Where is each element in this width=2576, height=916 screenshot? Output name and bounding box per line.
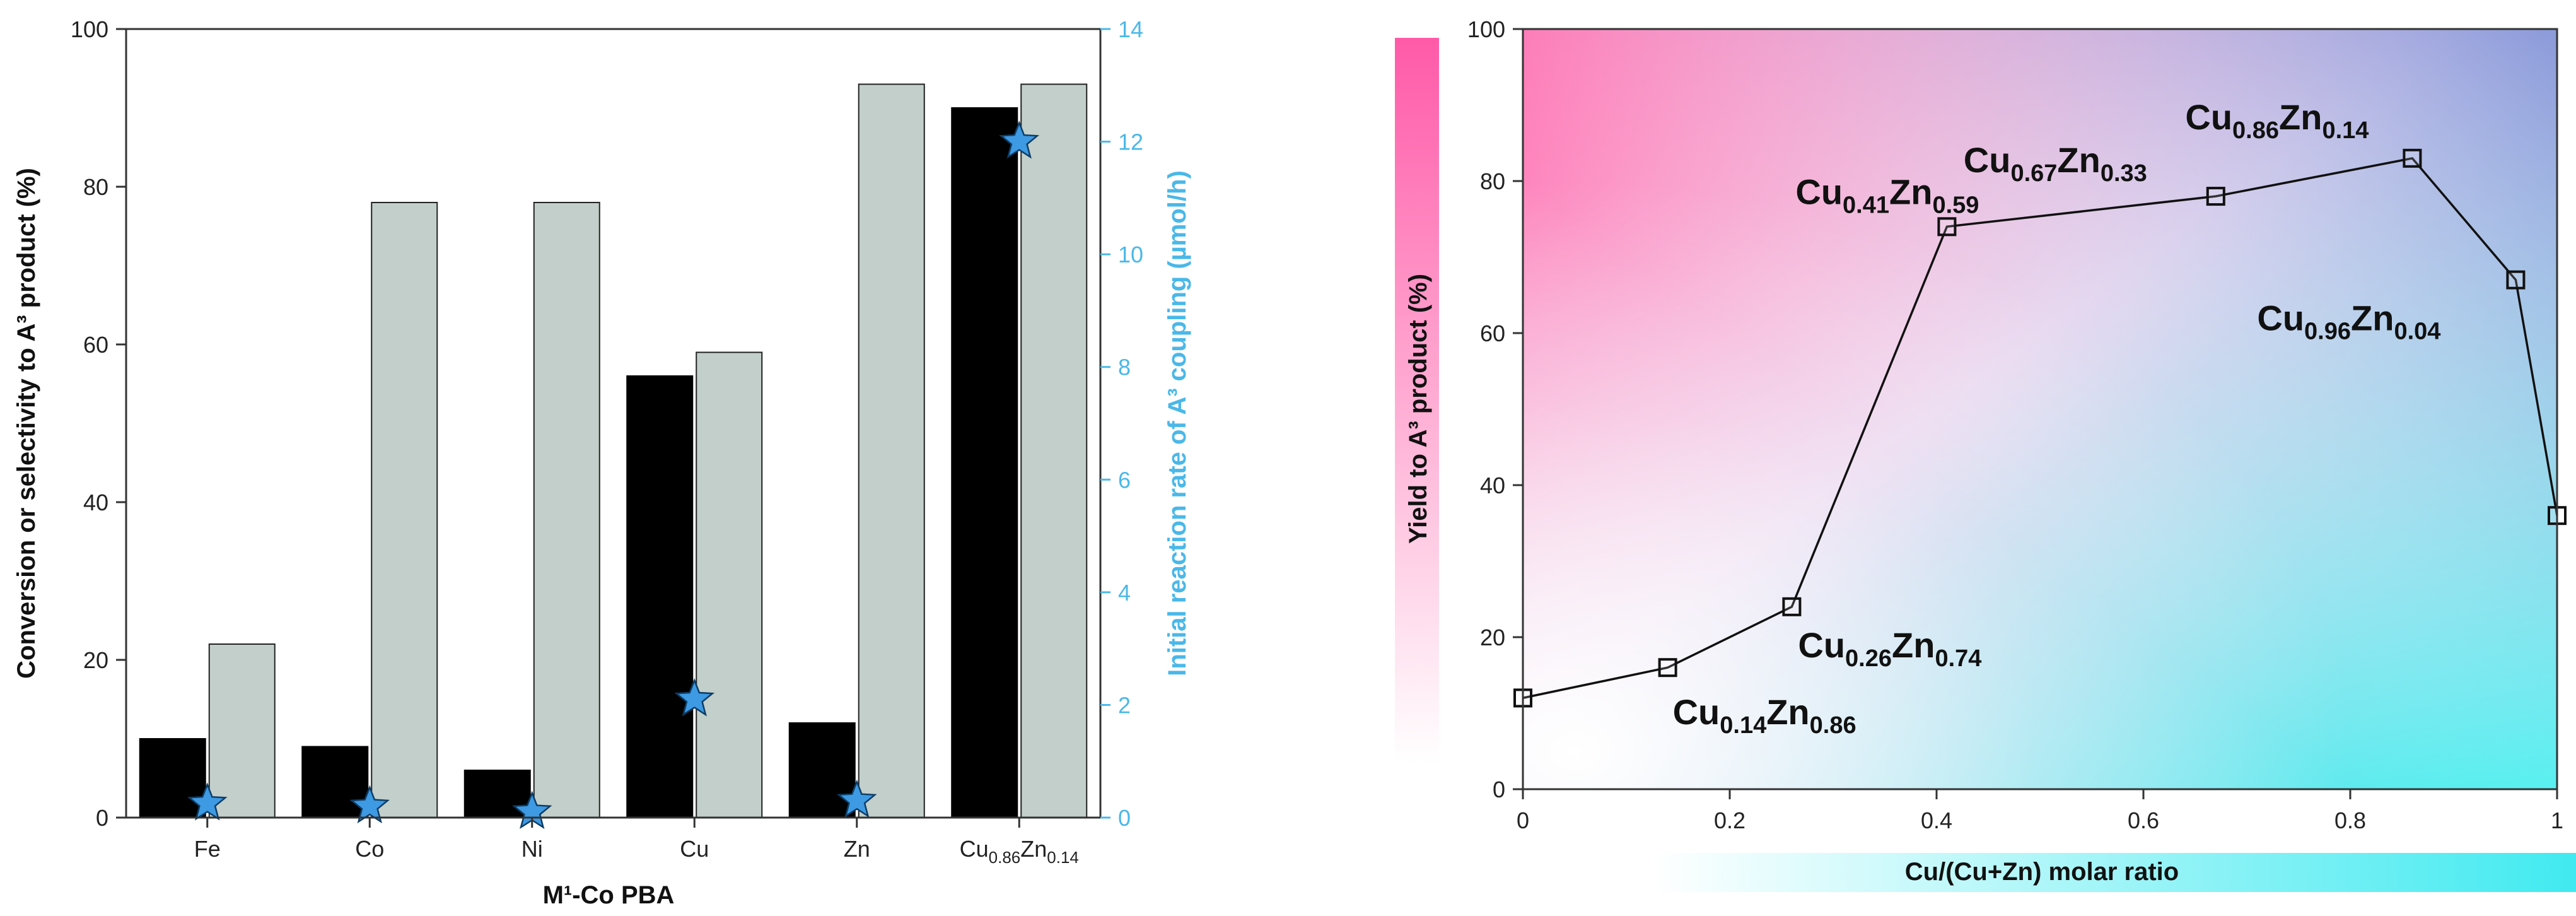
left-y2-tick-label: 14 (1118, 16, 1143, 42)
left-x-tick-label: Ni (522, 836, 543, 862)
left-y2-axis-title: Initial reaction rate of A³ coupling (µm… (1163, 170, 1191, 676)
left-y-tick-label: 20 (83, 647, 108, 673)
point-annotation-label: Cu0.26Zn0.74 (1798, 625, 1981, 672)
yield-point-marker (2206, 187, 2225, 206)
right-plot-background-white (1523, 29, 2557, 789)
right-x-tick-label: 1 (2551, 807, 2563, 833)
right-color-strip-horizontal (1652, 853, 2576, 892)
left-y2-tick-label: 2 (1118, 692, 1131, 718)
yield-point-marker (1937, 217, 1957, 237)
yield-point-marker (2506, 270, 2526, 290)
point-annotation-label: Cu0.67Zn0.33 (1964, 140, 2147, 187)
left-x-axis-title: M¹-Co PBA (543, 881, 675, 909)
bar-selectivity (1020, 83, 1088, 818)
yield-point-marker (1658, 658, 1677, 678)
left-y-tick-label: 60 (83, 332, 108, 358)
bar-selectivity (696, 351, 763, 818)
left-y2-tick-label: 4 (1118, 580, 1131, 606)
right-x-axis-title: Cu/(Cu+Zn) molar ratio (1905, 858, 2179, 886)
right-y-tick-label: 100 (1467, 16, 1505, 42)
point-annotation-label: Cu0.86Zn0.14 (2185, 97, 2369, 144)
bar-conversion (301, 746, 369, 818)
right-plot-frame (1522, 28, 2558, 790)
bar-selectivity (371, 202, 438, 818)
right-color-strip-vertical (1395, 38, 1439, 763)
left-y-tick-label: 0 (96, 805, 108, 831)
bar-selectivity (208, 643, 276, 818)
left-y2-tick-label: 12 (1118, 129, 1143, 155)
bar-conversion (951, 107, 1018, 818)
bar-selectivity (533, 202, 600, 818)
left-y2-tick-label: 10 (1118, 242, 1143, 267)
star-marker-reaction-rate (836, 779, 877, 818)
bar-conversion (139, 738, 206, 818)
right-x-tick-label: 0.2 (1714, 807, 1746, 833)
left-x-tick-label: Cu0.86Zn0.14 (960, 836, 1079, 867)
right-y-tick-label: 0 (1493, 777, 1505, 802)
right-y-tick-label: 40 (1480, 473, 1505, 498)
right-axis-ticks: 0 20 40 60 80 100 0 0.2 0.4 0.6 0.8 1 (1467, 16, 2563, 833)
bar-conversion (788, 722, 856, 818)
star-marker-reaction-rate (349, 785, 390, 824)
right-y-tick-label: 20 (1480, 625, 1505, 650)
right-x-tick-label: 0.6 (2128, 807, 2159, 833)
yield-series-line (1522, 156, 2558, 700)
left-y2-tick-label: 6 (1118, 467, 1131, 493)
left-y-axis-title: Conversion or selectivity to A³ product … (13, 168, 40, 679)
right-x-tick-label: 0.4 (1921, 807, 1952, 833)
left-plot-frame (125, 28, 1102, 819)
right-y-tick-label: 80 (1480, 168, 1505, 194)
point-annotation-label: Cu0.41Zn0.59 (1795, 172, 1979, 218)
left-axis-ticks: 0 20 40 60 80 100 0 2 4 6 8 10 12 14 Fe Co Ni Cu Zn Cu0.86Z… (71, 16, 1143, 867)
right-line-marks: Cu0.14Zn0.86Cu0.26Zn0.74Cu0.41Zn0.59Cu0.… (1513, 97, 2567, 739)
left-x-tick-label: Co (355, 836, 384, 862)
point-annotation-label: Cu0.96Zn0.04 (2257, 298, 2440, 345)
left-x-tick-label: Cu (680, 836, 709, 862)
left-bar-marks (139, 83, 1088, 830)
right-y-axis-title: Yield to A³ product (%) (1404, 274, 1432, 544)
left-x-tick-label: Zn (844, 836, 870, 862)
yield-point-marker (1782, 597, 1802, 616)
right-x-tick-label: 0 (1517, 807, 1529, 833)
left-y-tick-label: 40 (83, 490, 108, 515)
right-line-chart: Cu0.14Zn0.86Cu0.26Zn0.74Cu0.41Zn0.59Cu0.… (1395, 16, 2576, 892)
right-y-tick-label: 60 (1480, 320, 1505, 346)
left-y2-tick-label: 8 (1118, 355, 1131, 380)
left-bar-chart: 0 20 40 60 80 100 0 2 4 6 8 10 12 14 Fe Co Ni Cu Zn Cu0.86Z… (13, 16, 1191, 909)
bar-selectivity (858, 83, 925, 818)
left-y-tick-label: 100 (71, 16, 108, 42)
left-y-tick-label: 80 (83, 174, 108, 200)
star-marker-reaction-rate (187, 782, 228, 821)
left-x-tick-label: Fe (194, 836, 221, 862)
bar-conversion (626, 375, 694, 818)
star-marker-reaction-rate (674, 678, 715, 717)
right-x-tick-label: 0.8 (2334, 807, 2366, 833)
point-annotation-label: Cu0.14Zn0.86 (1673, 692, 1856, 739)
star-marker-reaction-rate (999, 120, 1040, 159)
yield-point-marker (2403, 148, 2422, 168)
left-y2-tick-label: 0 (1118, 805, 1131, 831)
